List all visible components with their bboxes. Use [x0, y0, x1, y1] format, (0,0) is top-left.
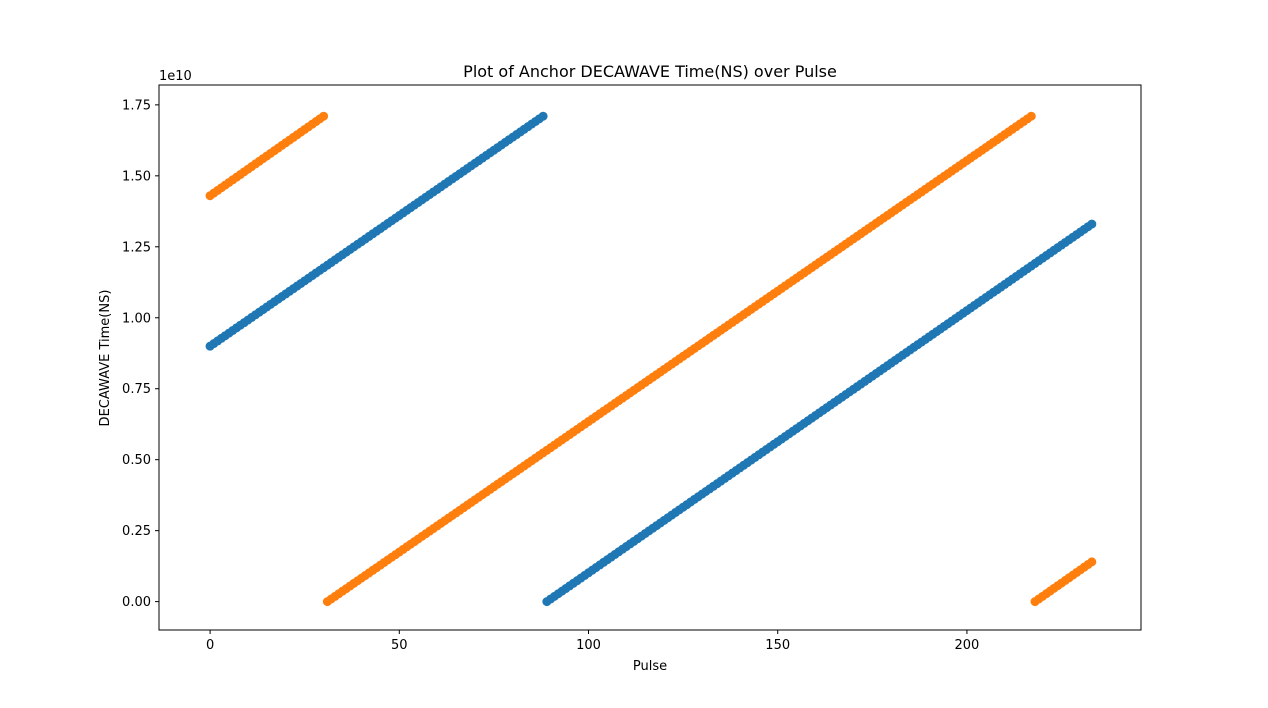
y-tick-label: 1.00 [122, 311, 151, 326]
data-point [1026, 111, 1036, 121]
y-tick-label: 0.75 [122, 382, 151, 397]
plot-area-frame [158, 84, 1142, 631]
data-point [538, 111, 548, 121]
y-offset-label: 1e10 [159, 69, 192, 84]
y-tick-label: 1.75 [122, 98, 151, 113]
y-axis-ticks: 0.00 0.25 0.50 0.75 1.00 1.25 1.50 1.75 [122, 98, 159, 610]
y-tick-label: 0.25 [122, 524, 151, 539]
x-tick-label: 50 [391, 638, 408, 653]
x-tick-label: 150 [765, 638, 790, 653]
x-axis-label: Pulse [633, 659, 667, 674]
y-axis-label: DECAWAVE Time(NS) [98, 290, 113, 427]
data-point [1087, 557, 1097, 567]
data-point [319, 111, 329, 121]
x-tick-label: 200 [955, 638, 980, 653]
x-tick-label: 100 [576, 638, 601, 653]
x-tick-label: 0 [206, 638, 214, 653]
y-tick-label: 0.50 [122, 453, 151, 468]
x-axis-ticks: 0 50 100 150 200 [206, 630, 979, 653]
data-points [205, 111, 1097, 607]
y-tick-label: 1.25 [122, 240, 151, 255]
chart-title: Plot of Anchor DECAWAVE Time(NS) over Pu… [463, 62, 837, 81]
data-point [1087, 219, 1097, 229]
y-tick-label: 1.50 [122, 169, 151, 184]
y-tick-label: 0.00 [122, 595, 151, 610]
